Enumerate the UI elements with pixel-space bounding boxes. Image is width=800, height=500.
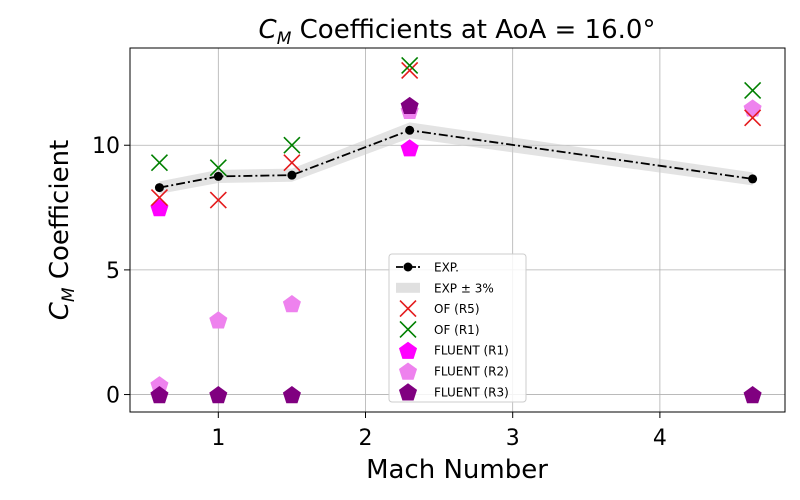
x-tick-label: 1	[211, 426, 225, 451]
legend-entry: FLUENT (R1)	[398, 341, 509, 359]
legend-marker	[398, 383, 418, 401]
data-point	[150, 189, 169, 207]
legend-label: EXP.	[434, 261, 459, 275]
legend-box	[388, 253, 527, 403]
legend-marker	[398, 341, 418, 359]
series-exp-	[154, 125, 758, 193]
data-point	[744, 81, 762, 99]
exp-point	[748, 174, 758, 184]
data-point	[209, 159, 227, 177]
legend-entry: EXP ± 3%	[396, 281, 494, 295]
exp-point	[287, 170, 297, 180]
legend: EXP. EXP ± 3% OF (R5) OF (R1) FLUENT (R1) FLU…	[388, 253, 527, 403]
series-fluent-r3-	[150, 96, 762, 404]
data-point	[400, 139, 419, 157]
legend-marker	[398, 362, 418, 380]
x-tick-label: 3	[506, 426, 520, 451]
legend-label: OF (R1)	[434, 323, 480, 337]
x-tick-label: 4	[653, 426, 667, 451]
legend-label: FLUENT (R3)	[434, 385, 509, 399]
data-point	[401, 56, 419, 75]
chart-title: CM Coefficients at AoA = 16.0°	[259, 15, 656, 49]
data-point	[401, 61, 419, 80]
data-point	[150, 386, 169, 404]
legend-label: FLUENT (R2)	[434, 365, 509, 379]
data-point	[743, 386, 762, 404]
data-point	[400, 96, 419, 115]
plot-frame	[129, 47, 786, 413]
data-point	[282, 295, 301, 313]
legend-marker	[399, 300, 417, 318]
data-point	[283, 136, 301, 154]
legend-entry: OF (R5)	[399, 300, 480, 318]
y-tick-label: 10	[92, 134, 120, 159]
legend-label: EXP ± 3%	[434, 281, 494, 295]
data-point	[209, 191, 227, 209]
series-of-r5-	[150, 61, 762, 209]
series-of-r1-	[150, 56, 762, 177]
exp-point	[213, 171, 223, 181]
exp-point	[154, 183, 164, 193]
data-point	[282, 386, 301, 404]
data-point	[283, 154, 301, 172]
data-point	[150, 154, 169, 172]
exp-point	[405, 125, 415, 135]
data-point	[744, 109, 762, 127]
exp-band-area	[159, 122, 753, 194]
legend-label: OF (R5)	[434, 302, 480, 316]
data-point	[150, 199, 169, 217]
data-point	[209, 386, 228, 404]
ticks: 1 2 3 4 0 5 10	[92, 134, 667, 451]
legend-label: FLUENT (R1)	[434, 344, 509, 358]
data-point	[209, 311, 228, 329]
legend-entry: FLUENT (R2)	[398, 362, 509, 380]
data-point	[743, 99, 762, 117]
series-fluent-r1-	[150, 139, 419, 217]
y-tick-label: 0	[106, 384, 120, 409]
y-tick-label: 5	[106, 259, 120, 284]
x-axis-label: Mach Number	[366, 455, 548, 485]
y-axis-label: CM Coefficient	[45, 140, 79, 320]
exp-line	[159, 129, 753, 189]
legend-entry: EXP.	[396, 261, 459, 275]
legend-marker	[399, 320, 417, 338]
x-tick-label: 2	[359, 426, 373, 451]
data-point	[150, 376, 169, 394]
legend-entry: OF (R1)	[399, 320, 480, 338]
legend-entry: FLUENT (R3)	[398, 383, 509, 401]
exp-band	[159, 122, 753, 194]
series	[150, 56, 762, 404]
